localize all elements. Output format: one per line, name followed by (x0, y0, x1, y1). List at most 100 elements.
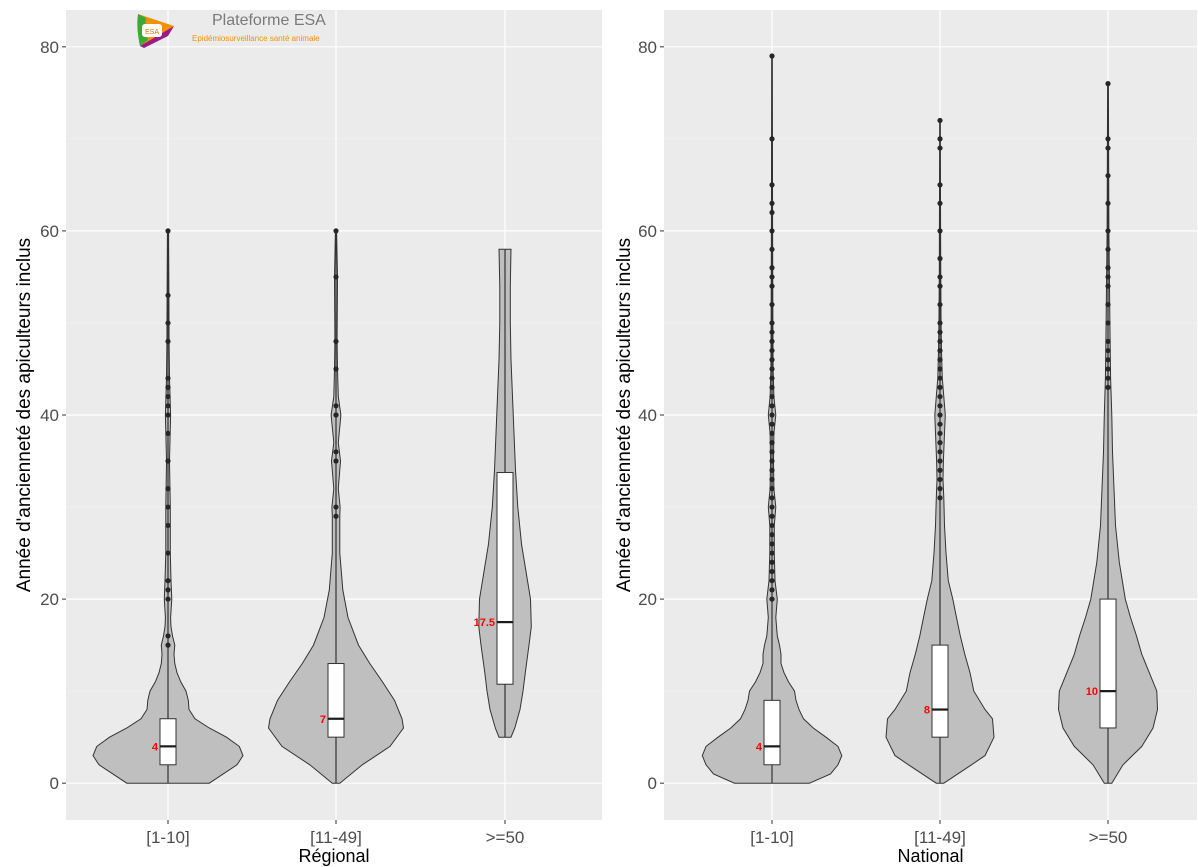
outlier-point (165, 384, 171, 390)
outlier-point (769, 440, 775, 446)
outlier-point (937, 412, 943, 418)
outlier-point (165, 587, 171, 593)
outlier-point (937, 347, 943, 354)
outlier-point (937, 430, 943, 437)
outlier-point (165, 430, 171, 437)
outlier-point (937, 182, 943, 188)
median-label: 17.5 (474, 617, 495, 629)
outlier-point (165, 550, 171, 556)
outlier-point (937, 117, 943, 124)
y-tick-label: 20 (40, 590, 59, 609)
outlier-point (769, 403, 775, 409)
outlier-point (333, 366, 339, 372)
outlier-point (165, 292, 171, 298)
outlier-point (937, 440, 943, 446)
outlier-point (769, 421, 775, 427)
outlier-point (769, 384, 775, 390)
y-axis-title: Année d'ancienneté des apiculteurs inclu… (14, 238, 35, 592)
outlier-point (937, 449, 943, 455)
box (327, 663, 345, 738)
outlier-point (1105, 347, 1111, 354)
outlier-point (769, 578, 775, 584)
outlier-point (333, 449, 339, 455)
outlier-point (937, 357, 943, 363)
outlier-point (769, 246, 775, 252)
outlier-point (937, 329, 943, 335)
x-tick-label: [11-49] (914, 828, 966, 847)
y-tick-label: 0 (50, 774, 59, 793)
outlier-point (769, 412, 775, 418)
outlier-point (1105, 173, 1111, 179)
violin-[1-10]: 4 (92, 228, 244, 784)
median-label: 10 (1086, 686, 1098, 698)
outlier-point (1105, 375, 1111, 381)
outlier-point (937, 274, 943, 280)
outlier-point (937, 320, 943, 326)
outlier-point (165, 320, 171, 326)
outlier-point (937, 145, 943, 151)
outlier-point (769, 476, 775, 483)
x-axis-title: National (897, 846, 963, 866)
outlier-point (1105, 384, 1111, 390)
outlier-point (333, 228, 339, 234)
y-tick-label: 80 (40, 38, 59, 57)
outlier-point (937, 486, 943, 492)
outlier-point (769, 53, 775, 59)
outlier-point (769, 301, 775, 308)
outlier-point (1105, 320, 1111, 326)
logo-subtitle: Epidémiosurveillance santé animale (192, 34, 320, 43)
outlier-point (1105, 274, 1111, 280)
outlier-point (937, 476, 943, 483)
outlier-point (1105, 283, 1111, 289)
x-tick-label: >=50 (486, 828, 525, 847)
outlier-point (333, 458, 339, 464)
outlier-point (769, 486, 775, 492)
x-tick-label: [1-10] (146, 828, 189, 847)
outlier-point (1105, 366, 1111, 372)
outlier-point (937, 301, 943, 308)
median-label: 7 (320, 714, 326, 726)
outlier-point (937, 375, 943, 381)
outlier-point (165, 578, 171, 584)
outlier-point (333, 274, 339, 280)
y-tick-label: 60 (40, 222, 59, 241)
outlier-point (937, 283, 943, 289)
outlier-point (769, 375, 775, 381)
outlier-point (165, 522, 171, 529)
x-tick-label: >=50 (1089, 828, 1128, 847)
outlier-point (937, 403, 943, 409)
outlier-point (165, 504, 171, 510)
outlier-point (769, 182, 775, 188)
box (763, 699, 781, 766)
outlier-point (165, 375, 171, 381)
outlier-point (769, 587, 775, 593)
outlier-point (769, 596, 775, 602)
outlier-point (769, 357, 775, 363)
violin->=50: 17.5 (474, 248, 532, 738)
outlier-point (769, 430, 775, 437)
outlier-point (769, 329, 775, 335)
outlier-point (333, 403, 339, 409)
outlier-point (1105, 357, 1111, 363)
outlier-point (1105, 81, 1111, 87)
outlier-point (769, 209, 775, 216)
violin->=50: 10 (1057, 81, 1159, 784)
outlier-point (937, 393, 943, 400)
outlier-point (1105, 338, 1111, 344)
median-label: 4 (756, 741, 763, 753)
outlier-point (333, 513, 339, 519)
esa-logo: ESA Plateforme ESA Epidémiosurveillance … (134, 10, 394, 50)
y-tick-label: 0 (648, 774, 657, 793)
outlier-point (769, 559, 775, 565)
outlier-point (769, 393, 775, 400)
outlier-point (333, 338, 339, 344)
outlier-point (1105, 246, 1111, 252)
outlier-point (165, 403, 171, 409)
outlier-point (769, 449, 775, 455)
outlier-point (769, 458, 775, 464)
outlier-point (937, 467, 943, 473)
outlier-point (1105, 265, 1111, 271)
outlier-point (165, 338, 171, 344)
x-tick-label: [1-10] (750, 828, 793, 847)
esa-logo-mark-icon: ESA (137, 14, 174, 48)
